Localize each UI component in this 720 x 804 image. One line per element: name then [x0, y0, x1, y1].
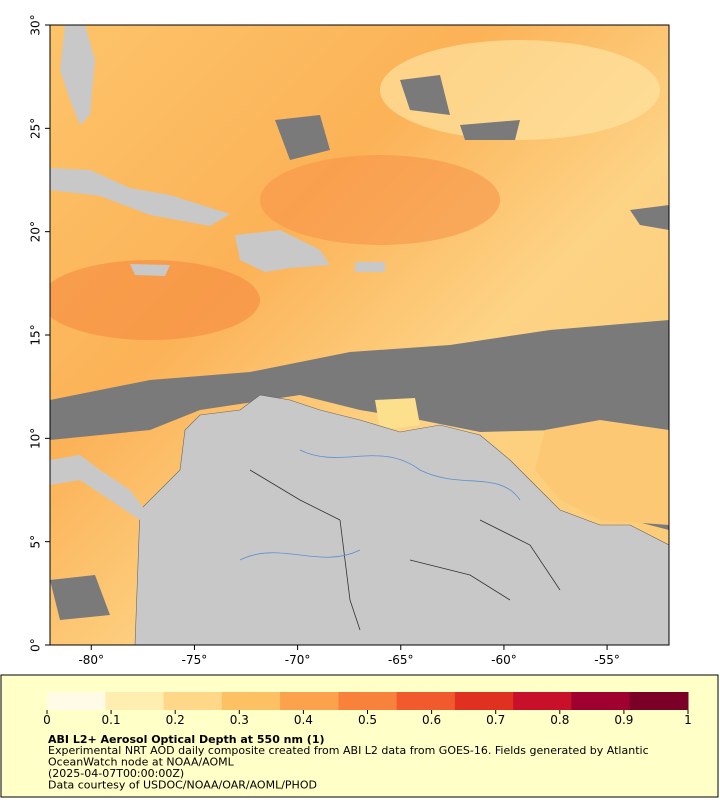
colorbar-cell: [338, 692, 398, 710]
colorbar-tick-label: 0.6: [422, 713, 441, 727]
colorbar-tick-label: 0.3: [230, 713, 249, 727]
colorbar-cell: [571, 692, 631, 710]
y-tick-label: 10°: [29, 428, 43, 449]
colorbar-tick-label: 0.7: [486, 713, 505, 727]
colorbar-cell: [105, 692, 165, 710]
x-tick-label: -60°: [491, 653, 517, 667]
colorbar-tick-label: 1: [684, 713, 692, 727]
colorbar-cell: [221, 692, 281, 710]
colorbar-tick-label: 0.2: [166, 713, 185, 727]
x-tick-label: -75°: [182, 653, 208, 667]
caption-line: (2025-04-07T00:00:00Z): [48, 767, 184, 780]
colorbar-cell: [47, 692, 106, 710]
y-tick-label: 30°: [29, 14, 43, 35]
colorbar-tick-label: 0.4: [294, 713, 313, 727]
colorbar-tick-label: 0.5: [358, 713, 377, 727]
colorbar-cell: [513, 692, 572, 710]
caption-line: OceanWatch node at NOAA/AOML: [48, 756, 235, 769]
x-tick-label: -55°: [594, 653, 620, 667]
x-tick-label: -80°: [78, 653, 104, 667]
y-tick-label: 15°: [29, 324, 43, 345]
caption-title: ABI L2+ Aerosol Optical Depth at 550 nm …: [48, 733, 325, 746]
caption-line: Data courtesy of USDOC/NOAA/OAR/AOML/PHO…: [48, 779, 317, 792]
colorbar-cell: [280, 692, 339, 710]
colorbar-tick-label: 0.1: [102, 713, 121, 727]
colorbar-tick-label: 0: [43, 713, 51, 727]
colorbar-tick-label: 0.8: [550, 713, 569, 727]
colorbar-cell: [454, 692, 514, 710]
x-tick-label: -65°: [388, 653, 414, 667]
y-tick-label: 5°: [29, 535, 43, 549]
caption-line: Experimental NRT AOD daily composite cre…: [48, 744, 649, 757]
colorbar-cell: [629, 692, 689, 710]
x-tick-label: -70°: [285, 653, 311, 667]
colorbar-tick-label: 0.9: [614, 713, 633, 727]
y-tick-label: 20°: [29, 221, 43, 242]
colorbar-cell: [163, 692, 223, 710]
y-tick-label: 25°: [29, 118, 43, 139]
y-tick-label: 0°: [29, 638, 43, 652]
colorbar-cell: [396, 692, 456, 710]
map-image: [50, 25, 669, 645]
